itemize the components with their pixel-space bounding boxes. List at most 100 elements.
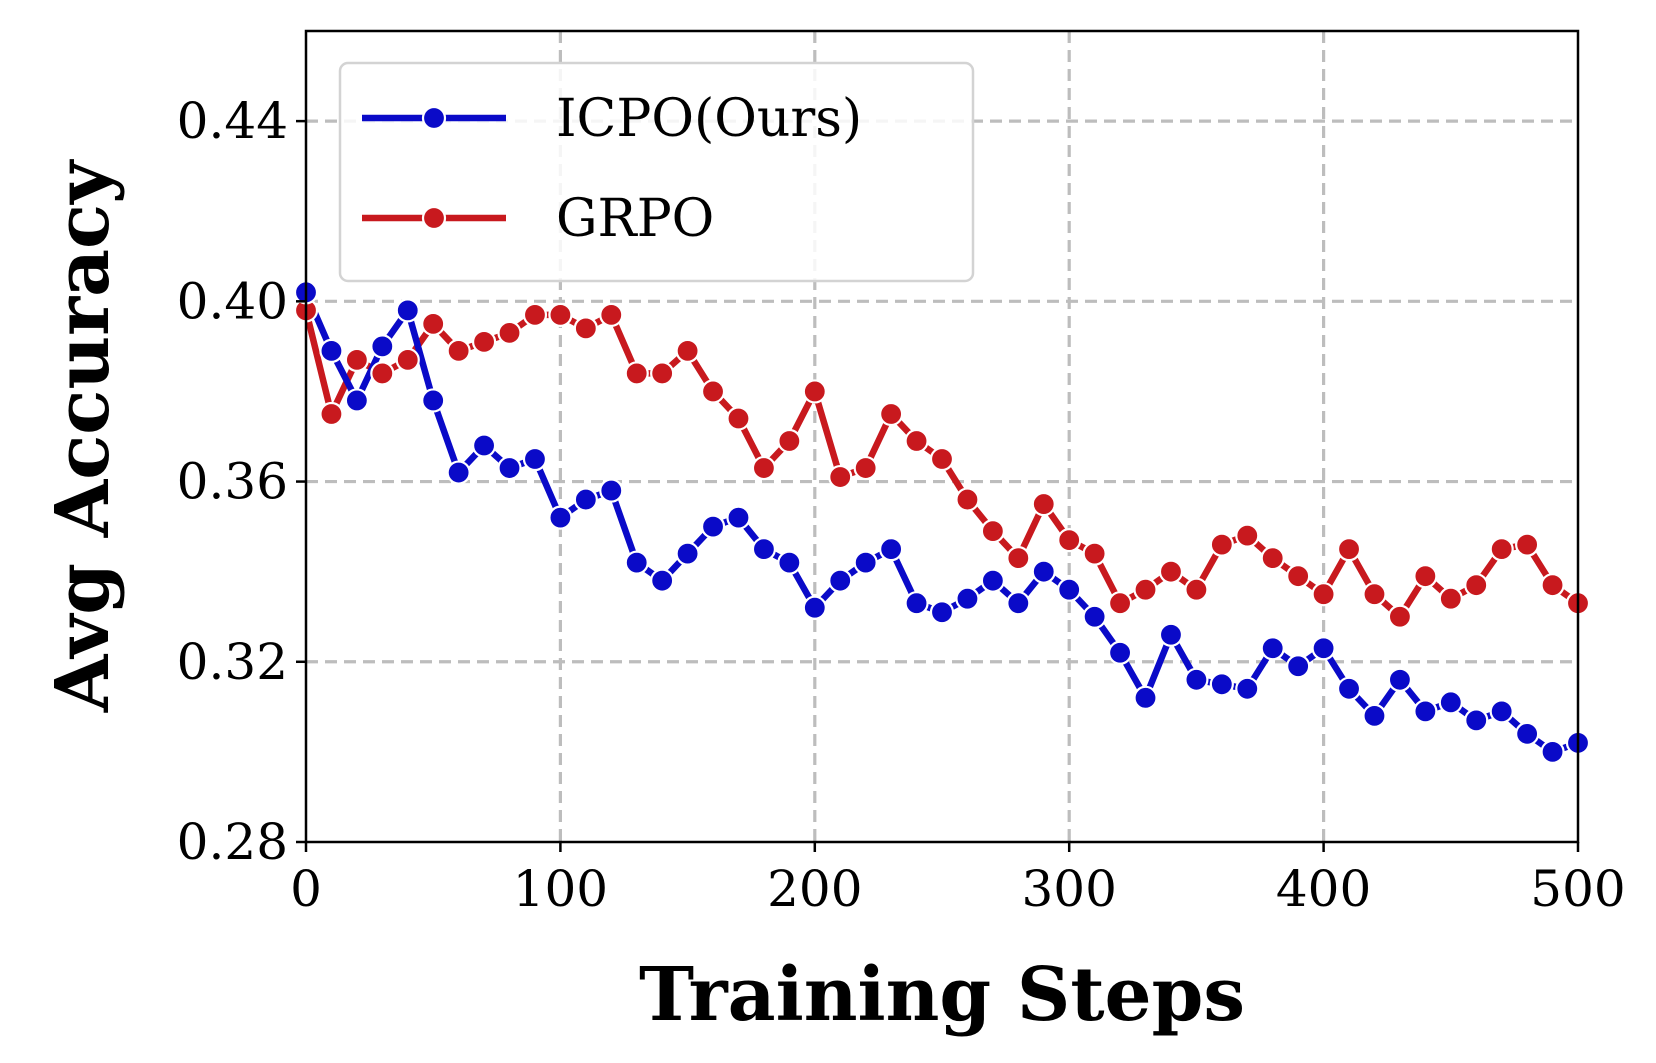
data-point-s1-46 — [1464, 573, 1489, 598]
legend-label-0: ICPO(Ours) — [556, 89, 862, 149]
data-point-s0-24 — [904, 591, 929, 616]
data-point-s1-24 — [904, 428, 929, 454]
data-point-s0-13 — [624, 550, 649, 575]
data-point-s0-49 — [1540, 739, 1565, 764]
data-point-s1-14 — [650, 361, 675, 386]
series-line-0 — [303, 291, 1580, 756]
data-point-s1-42 — [1362, 582, 1387, 607]
data-point-s0-41 — [1336, 676, 1362, 701]
data-point-s0-32 — [1107, 640, 1133, 665]
data-point-s0-23 — [879, 537, 904, 562]
x-tick-label: 500 — [1530, 860, 1625, 918]
data-point-s1-15 — [675, 338, 700, 363]
data-point-s0-47 — [1489, 699, 1514, 724]
x-tick-label: 400 — [1276, 860, 1371, 918]
y-tick-label: 0.32 — [177, 633, 288, 691]
data-point-s0-27 — [980, 568, 1005, 593]
data-point-s1-32 — [1107, 591, 1133, 616]
data-point-s1-40 — [1311, 582, 1336, 607]
data-point-s1-38 — [1260, 546, 1285, 571]
data-point-s0-39 — [1286, 654, 1311, 679]
y-tick-label: 0.44 — [177, 92, 288, 150]
data-point-s1-45 — [1438, 586, 1463, 611]
data-point-s1-23 — [879, 401, 904, 427]
data-point-s1-8 — [497, 320, 522, 345]
data-point-s0-2 — [344, 388, 369, 413]
data-point-s1-33 — [1133, 577, 1158, 602]
x-axis-title: Training Steps — [639, 952, 1245, 1038]
x-tick-label: 100 — [513, 860, 608, 918]
data-point-s1-28 — [1006, 546, 1031, 571]
data-point-s1-12 — [599, 302, 624, 327]
legend-marker-0 — [421, 105, 447, 131]
data-point-s1-5 — [421, 311, 446, 336]
data-point-s1-18 — [751, 455, 777, 481]
data-point-s0-4 — [395, 298, 420, 323]
data-point-s0-26 — [955, 586, 980, 611]
data-point-s0-37 — [1235, 676, 1260, 701]
data-point-s1-1 — [319, 401, 344, 427]
data-point-s1-16 — [700, 379, 726, 404]
data-point-s1-48 — [1515, 532, 1540, 557]
x-tick-label: 200 — [767, 860, 862, 918]
data-point-s0-34 — [1158, 622, 1184, 647]
y-tick-label: 0.28 — [177, 813, 288, 871]
data-point-s0-21 — [828, 568, 853, 593]
data-point-s0-12 — [599, 478, 624, 503]
y-tick-label: 0.36 — [177, 453, 288, 511]
data-point-s0-18 — [751, 537, 777, 562]
data-point-s0-48 — [1515, 721, 1540, 746]
legend: ICPO(Ours) GRPO — [338, 61, 975, 283]
data-point-s0-11 — [573, 487, 598, 512]
data-point-s1-20 — [802, 379, 827, 404]
data-point-s0-36 — [1209, 672, 1234, 697]
data-point-s1-21 — [828, 464, 853, 490]
data-point-s1-6 — [446, 338, 471, 363]
data-point-s1-34 — [1158, 559, 1184, 584]
data-point-s1-43 — [1387, 604, 1413, 629]
data-point-s1-26 — [955, 487, 980, 512]
x-axis: 0 100 200 300 400 500 — [290, 842, 1626, 918]
data-point-s1-10 — [548, 302, 573, 327]
data-point-s1-49 — [1540, 573, 1565, 598]
data-point-s1-30 — [1057, 528, 1082, 553]
data-point-s0-38 — [1260, 636, 1285, 661]
data-point-s0-14 — [650, 568, 675, 593]
data-point-s0-5 — [421, 388, 446, 413]
data-point-s1-37 — [1235, 523, 1260, 548]
y-axis-title: Avg Accuracy — [40, 159, 126, 713]
data-point-s0-46 — [1464, 708, 1489, 733]
data-point-s1-41 — [1336, 537, 1362, 562]
data-point-s0-28 — [1006, 591, 1031, 616]
data-point-s0-7 — [471, 433, 497, 458]
data-point-s0-15 — [675, 541, 700, 566]
data-point-s0-42 — [1362, 703, 1387, 728]
data-point-s1-9 — [522, 302, 548, 327]
data-point-s0-25 — [929, 600, 955, 625]
data-point-s0-22 — [853, 550, 878, 575]
data-point-s1-13 — [624, 361, 649, 386]
data-point-s0-19 — [777, 550, 802, 575]
x-tick-label: 0 — [290, 860, 322, 918]
legend-marker-1 — [421, 205, 447, 231]
legend-label-1: GRPO — [556, 189, 714, 249]
y-axis: 0.28 0.32 0.36 0.40 0.44 — [177, 92, 306, 871]
data-point-s1-29 — [1031, 491, 1056, 517]
data-point-s1-36 — [1209, 532, 1234, 557]
data-point-s1-35 — [1184, 577, 1209, 602]
data-point-s0-35 — [1184, 667, 1209, 692]
data-point-s1-4 — [395, 347, 420, 373]
data-point-s0-8 — [497, 455, 522, 481]
x-tick-label: 300 — [1021, 860, 1116, 918]
data-point-s0-29 — [1031, 559, 1056, 584]
data-point-s1-39 — [1286, 564, 1311, 589]
data-point-s1-44 — [1413, 564, 1438, 589]
plot-frame — [304, 29, 1580, 844]
series-lines — [293, 280, 1591, 764]
data-point-s1-17 — [726, 406, 751, 431]
data-point-s1-31 — [1082, 541, 1107, 566]
data-point-s1-3 — [370, 361, 395, 386]
data-point-s0-40 — [1311, 636, 1336, 661]
data-point-s1-19 — [777, 428, 802, 454]
data-point-s0-33 — [1133, 685, 1158, 710]
